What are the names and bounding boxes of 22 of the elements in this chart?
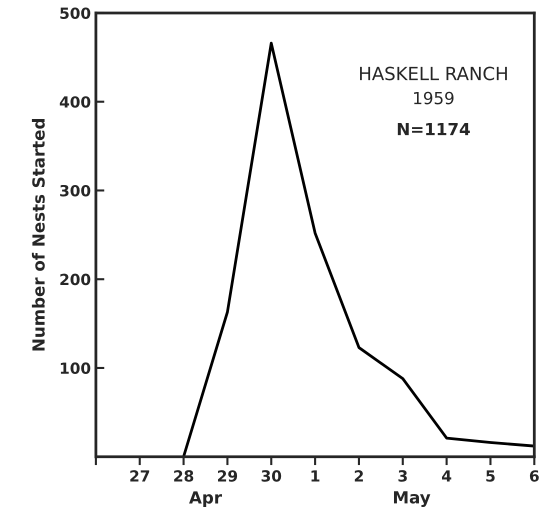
y-axis-title: Number of Nests Started: [32, 119, 45, 351]
annotation: HASKELL RANCH: [360, 66, 507, 80]
x-tick-label: 27: [130, 470, 150, 482]
y-tick-label: 100: [60, 362, 90, 374]
y-tick-label: 200: [60, 274, 90, 286]
x-tick-label: 6: [530, 470, 539, 482]
x-tick-label: 1: [312, 470, 320, 482]
y-tick-label: 500: [60, 7, 90, 19]
annotation: 1959: [414, 92, 454, 104]
text: May: [394, 491, 430, 507]
x-tick-label: 4: [442, 470, 452, 482]
x-tick-label: 29: [218, 470, 238, 482]
text: Apr: [189, 491, 222, 507]
annotation: N=1174: [398, 123, 470, 136]
y-tick-label: 300: [60, 184, 90, 196]
x-tick-label: 30: [262, 470, 282, 482]
y-tick-label: 400: [60, 96, 90, 108]
x-tick-label: 5: [486, 470, 495, 482]
x-tick-label: 3: [398, 470, 407, 482]
x-tick-label: 28: [174, 470, 194, 482]
x-tick-label: 2: [354, 470, 363, 482]
line-series: [182, 42, 534, 457]
